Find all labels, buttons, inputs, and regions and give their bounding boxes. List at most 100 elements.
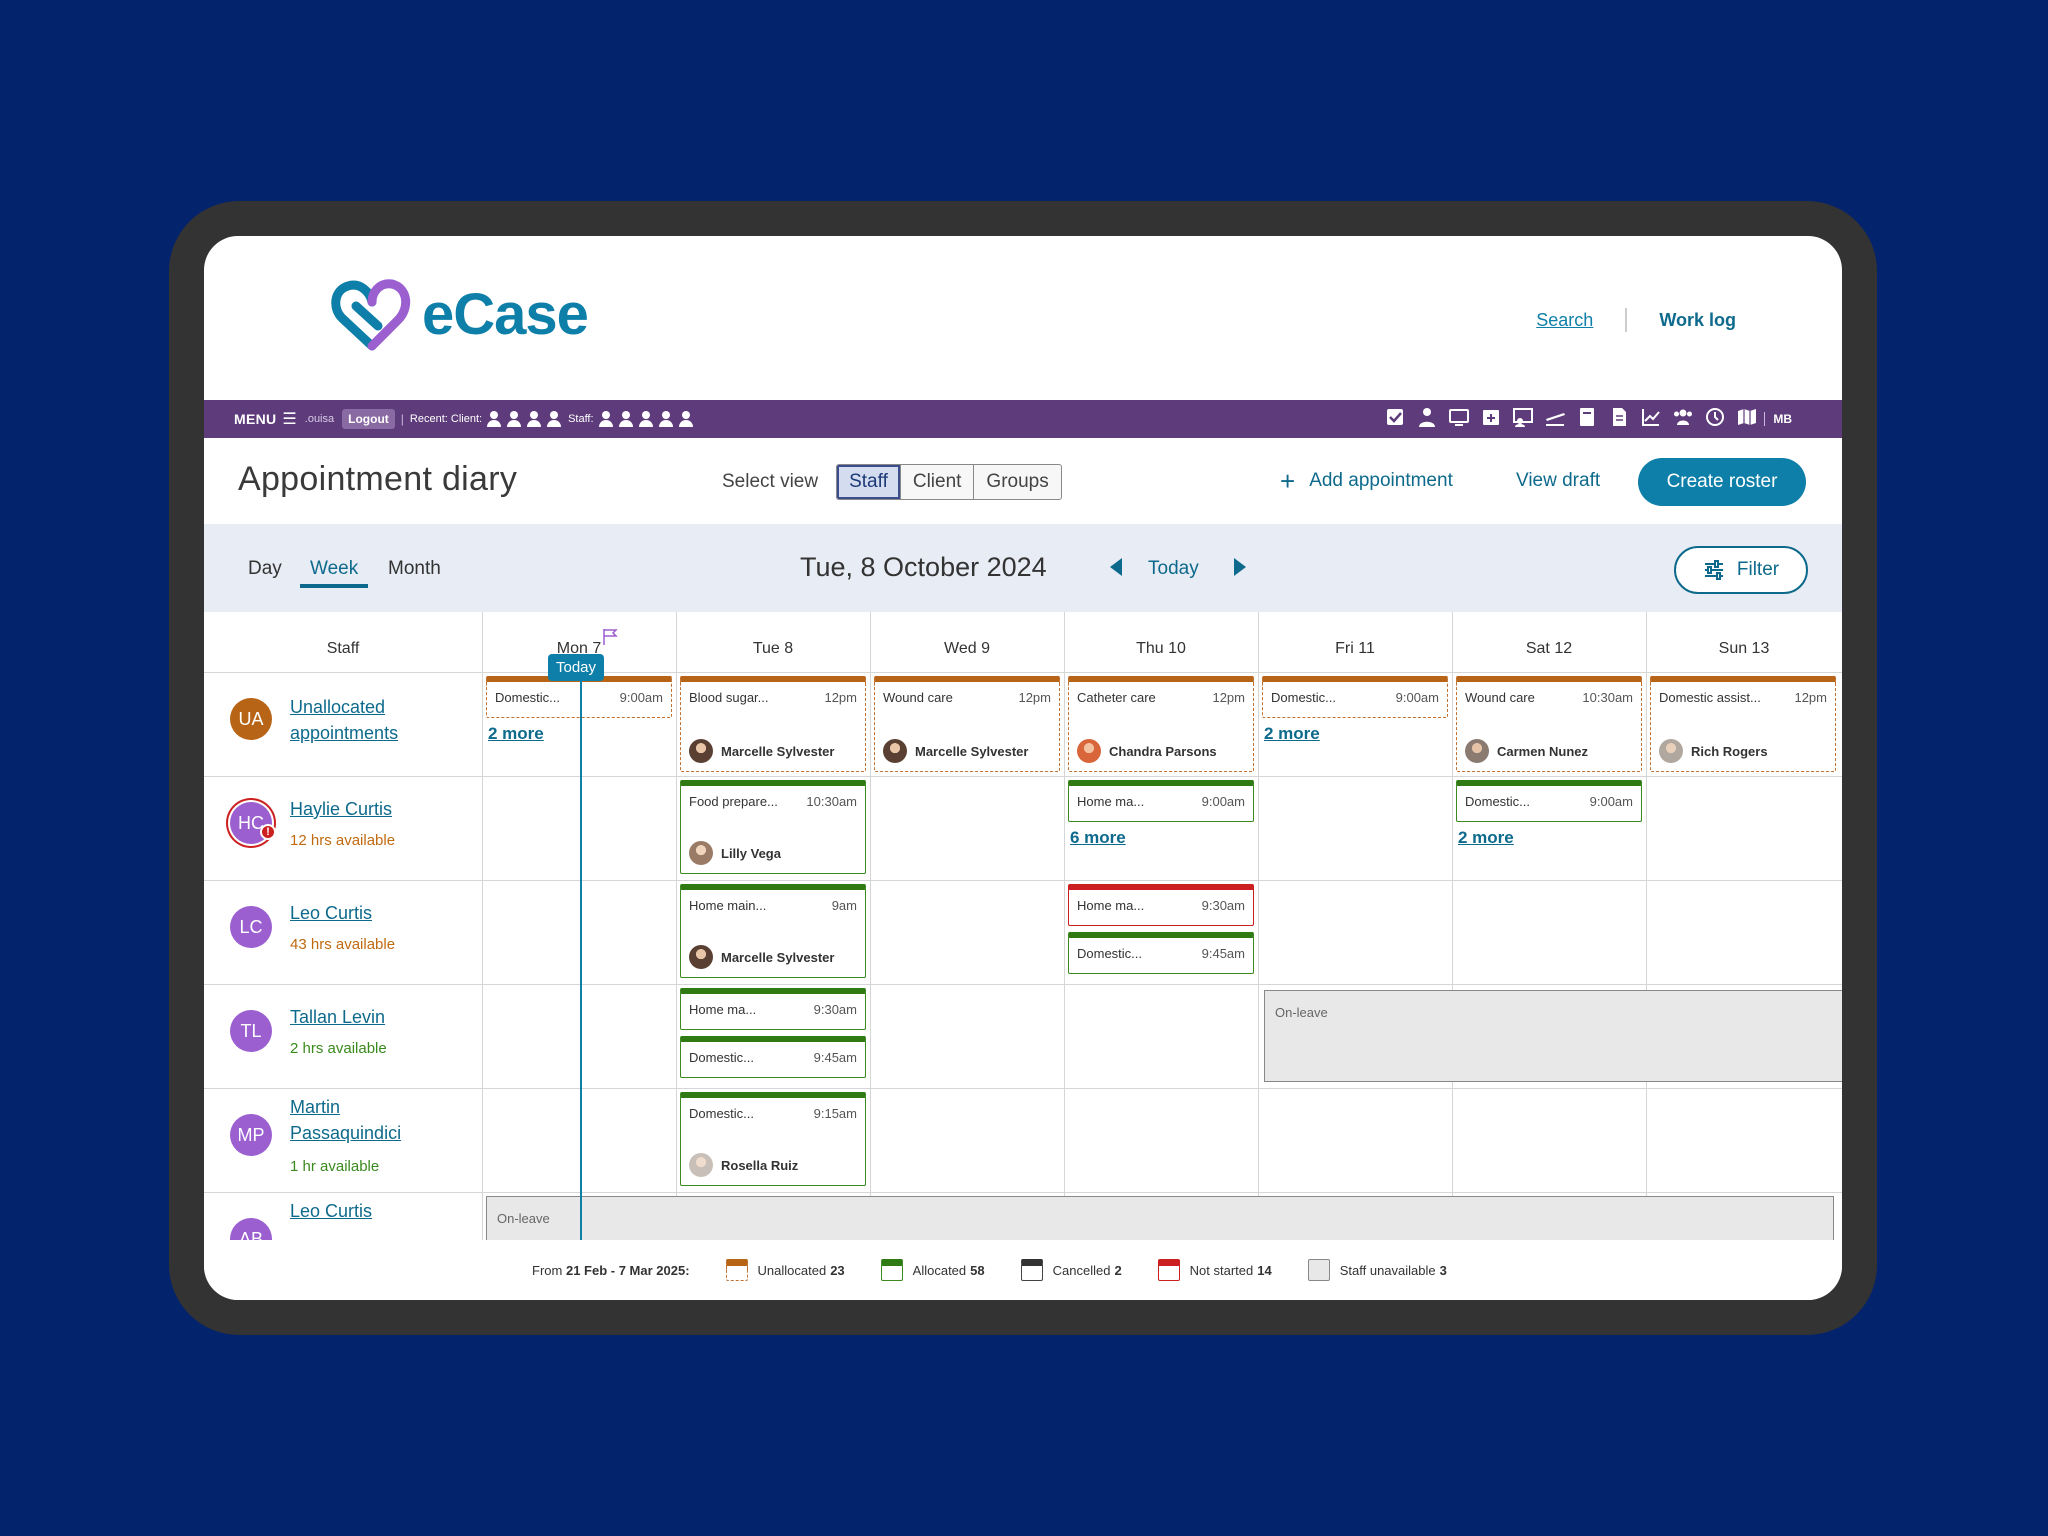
day-header-sat[interactable]: Sat 12 (1525, 640, 1573, 657)
staff-name-link[interactable]: Tallan Levin (290, 1007, 386, 1027)
appointment-grid: Staff Mon 7 Tue 8 Wed 9 Thu 10 Fri 11 Sa… (204, 612, 1842, 1240)
recent-client-2-icon[interactable] (506, 410, 522, 428)
unallocated-swatch-icon (725, 1259, 748, 1281)
on-leave-label: On-leave (497, 1211, 550, 1226)
monitor-icon[interactable] (1448, 406, 1470, 428)
grid-row-line (204, 776, 1842, 777)
recent-client-1-icon[interactable] (486, 410, 502, 428)
ecase-logo[interactable]: eCase (328, 276, 589, 352)
tab-week[interactable]: Week (310, 558, 359, 579)
day-header-wed[interactable]: Wed 9 (944, 640, 990, 657)
previous-week-arrow-icon[interactable] (1110, 558, 1122, 576)
appointment-card[interactable]: Food prepare... 10:30am Lilly Vega (680, 780, 866, 874)
document-icon[interactable] (1608, 406, 1630, 428)
hamburger-icon[interactable]: ☰ (282, 411, 297, 428)
add-appointment-button[interactable]: + Add appointment (1280, 468, 1453, 494)
staff-name-link[interactable]: Leo Curtis (290, 1201, 373, 1221)
menu-button[interactable]: MENU (234, 411, 277, 427)
appointment-card[interactable]: Home ma... 9:30am (680, 988, 866, 1030)
staff-name-link[interactable]: Martin (290, 1097, 341, 1117)
today-button[interactable]: Today (1148, 558, 1199, 579)
roster-icon[interactable] (1512, 406, 1534, 428)
appointment-card[interactable]: Catheter care 12pm Chandra Parsons (1068, 676, 1254, 772)
top-links: Search Work log (1536, 308, 1736, 332)
day-header-thu[interactable]: Thu 10 (1136, 640, 1186, 657)
flag-icon[interactable] (602, 628, 618, 646)
book-icon[interactable] (1576, 406, 1598, 428)
more-appointments-link[interactable]: 2 more (488, 724, 544, 743)
appointment-time: 9am (831, 898, 857, 913)
checkbox-icon[interactable] (1384, 406, 1406, 428)
staff-name-link[interactable]: Unallocated (290, 697, 386, 717)
appointment-card[interactable]: Home ma... 9:30am (1068, 884, 1254, 926)
appointment-card[interactable]: Domestic... 9:00am (1262, 676, 1448, 718)
view-staff-button[interactable]: Staff (837, 465, 901, 499)
recent-staff-4-icon[interactable] (658, 410, 674, 428)
cancelled-swatch-icon (1020, 1259, 1043, 1281)
on-leave-block[interactable]: On-leave (1264, 990, 1842, 1082)
group-icon[interactable] (1672, 406, 1694, 428)
more-appointments-link[interactable]: 6 more (1070, 828, 1126, 847)
legend-unallocated: Unallocated 23 (725, 1259, 845, 1281)
appointment-card[interactable]: Wound care 10:30am Carmen Nunez (1456, 676, 1642, 772)
appointment-card[interactable]: Wound care 12pm Marcelle Sylvester (874, 676, 1060, 772)
view-segmented-control: Staff Client Groups (836, 464, 1062, 500)
appointment-card[interactable]: Domestic... 9:15am Rosella Ruiz (680, 1092, 866, 1186)
search-link[interactable]: Search (1536, 309, 1594, 330)
logout-button[interactable]: Logout (342, 409, 395, 429)
appointment-card[interactable]: Home ma... 9:00am (1068, 780, 1254, 822)
menu-separator: | (400, 412, 404, 426)
recent-staff-3-icon[interactable] (638, 410, 654, 428)
appointment-title: Home ma... (1077, 794, 1145, 809)
view-client-button[interactable]: Client (901, 465, 975, 499)
staff-name-link[interactable]: Leo Curtis (290, 903, 373, 923)
grid-row-line (204, 880, 1842, 881)
client-name: Marcelle Sylvester (721, 949, 835, 965)
appointment-card[interactable]: Domestic... 9:00am (486, 676, 672, 718)
appointment-title: Home ma... (1077, 898, 1145, 913)
staff-admin-icon[interactable] (1416, 406, 1438, 428)
map-icon[interactable] (1736, 406, 1758, 428)
tab-day[interactable]: Day (248, 558, 282, 579)
tab-month[interactable]: Month (388, 558, 441, 579)
day-header-sun[interactable]: Sun 13 (1718, 640, 1770, 657)
next-week-arrow-icon[interactable] (1234, 558, 1246, 576)
staff-name-link[interactable]: Passaquindici (290, 1123, 402, 1143)
appointment-time: 9:30am (813, 1002, 857, 1017)
work-log-link[interactable]: Work log (1659, 309, 1736, 330)
calendar-plus-icon[interactable] (1480, 406, 1502, 428)
recent-client-4-icon[interactable] (546, 410, 562, 428)
view-draft-link[interactable]: View draft (1516, 470, 1601, 491)
staff-name-link[interactable]: appointments (290, 723, 399, 743)
client-name: Marcelle Sylvester (721, 743, 835, 759)
clock-icon[interactable] (1704, 406, 1726, 428)
filter-button[interactable]: Filter (1674, 546, 1808, 594)
flight-icon[interactable] (1544, 406, 1566, 428)
user-initials[interactable]: MB (1764, 412, 1792, 426)
view-groups-button[interactable]: Groups (986, 471, 1049, 492)
recent-staff-2-icon[interactable] (618, 410, 634, 428)
appointment-card[interactable]: Domestic assist... 12pm Rich Rogers (1650, 676, 1836, 772)
staff-name-link[interactable]: Haylie Curtis (290, 799, 393, 819)
create-roster-button[interactable]: Create roster (1638, 458, 1806, 506)
appointment-card[interactable]: Domestic... 9:45am (680, 1036, 866, 1078)
alert-icon: ! (260, 824, 276, 840)
recent-staff-1-icon[interactable] (598, 410, 614, 428)
filter-sliders-icon (1704, 560, 1723, 580)
day-header-mon[interactable]: Mon 7 (556, 640, 602, 657)
recent-staff-5-icon[interactable] (678, 410, 694, 428)
grid-row-line (204, 984, 1842, 985)
chart-line-icon[interactable] (1640, 406, 1662, 428)
on-leave-block[interactable]: On-leave (486, 1196, 1834, 1240)
more-appointments-link[interactable]: 2 more (1264, 724, 1320, 743)
appointment-card[interactable]: Blood sugar... 12pm Marcelle Sylvester (680, 676, 866, 772)
more-appointments-link[interactable]: 2 more (1458, 828, 1514, 847)
appointment-card[interactable]: Home main... 9am Marcelle Sylvester (680, 884, 866, 978)
appointment-card[interactable]: Domestic... 9:45am (1068, 932, 1254, 974)
recent-client-3-icon[interactable] (526, 410, 542, 428)
on-leave-label: On-leave (1275, 1005, 1328, 1020)
day-header-fri[interactable]: Fri 11 (1335, 640, 1375, 657)
appointment-card[interactable]: Domestic... 9:00am (1456, 780, 1642, 822)
recent-staff-label: Staff: (568, 413, 594, 425)
day-header-tue[interactable]: Tue 8 (752, 640, 794, 657)
